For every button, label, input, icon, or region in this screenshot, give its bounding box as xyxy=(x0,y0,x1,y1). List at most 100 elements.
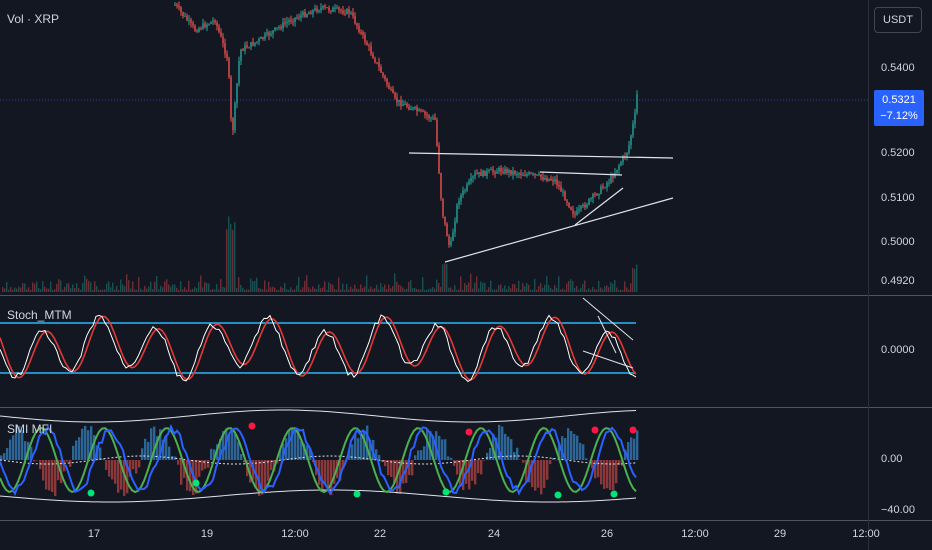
mfi-bar xyxy=(120,460,123,490)
volume-bar xyxy=(352,288,354,292)
candle-body xyxy=(610,175,612,183)
candle-body xyxy=(550,178,552,181)
stoch-mtm-chart xyxy=(0,297,637,383)
mfi-bar xyxy=(339,460,342,481)
volume-bar xyxy=(146,288,148,292)
candle-body xyxy=(204,23,206,28)
stoch-pane[interactable]: Stoch_MTM xyxy=(0,296,868,407)
volume-bar xyxy=(514,283,516,292)
volume-bar xyxy=(476,276,478,292)
candle-body xyxy=(278,26,280,28)
volume-bar xyxy=(36,281,38,292)
candle-body xyxy=(592,194,594,199)
mfi-bar xyxy=(375,449,378,460)
volume-bar xyxy=(46,288,48,292)
smi-sell-dot xyxy=(465,428,473,436)
volume-bar xyxy=(158,289,160,292)
candle-body xyxy=(490,169,492,171)
volume-bar xyxy=(226,229,228,292)
mfi-bar xyxy=(144,438,147,460)
candle-body xyxy=(378,62,380,68)
volume-bar xyxy=(222,286,224,292)
candle-body xyxy=(546,178,548,181)
volume-bar xyxy=(490,280,492,292)
volume-bar xyxy=(194,287,196,292)
price-axis[interactable] xyxy=(868,0,932,550)
volume-bar xyxy=(588,288,590,292)
volume-bar xyxy=(64,286,66,292)
smi-label: SMI MFI xyxy=(7,422,53,436)
volume-bar xyxy=(540,283,542,292)
candle-body xyxy=(502,171,504,174)
volume-bar xyxy=(564,289,566,292)
volume-bar xyxy=(148,286,150,292)
candle-body xyxy=(608,182,610,184)
mfi-bar xyxy=(174,456,177,460)
candle-body xyxy=(228,58,230,78)
candle-body xyxy=(302,12,304,16)
volume-bar xyxy=(524,286,526,292)
volume-bar xyxy=(166,279,168,292)
mfi-bar xyxy=(363,431,366,460)
smi-lower-band xyxy=(0,489,637,503)
candle-body xyxy=(352,12,354,16)
candle-body xyxy=(196,31,198,33)
volume-bar xyxy=(296,285,298,292)
pane-divider[interactable] xyxy=(0,295,932,296)
volume-bar xyxy=(10,286,12,292)
candle-body xyxy=(374,58,376,63)
volume-bar xyxy=(458,289,460,292)
volume-bar xyxy=(356,288,358,292)
volume-bar xyxy=(288,289,290,292)
mfi-bar xyxy=(570,431,573,460)
mfi-bar xyxy=(138,460,141,468)
volume-bar xyxy=(414,287,416,292)
mfi-bar xyxy=(399,460,402,494)
candle-body xyxy=(404,103,406,105)
volume-bar xyxy=(528,284,530,292)
candle-body xyxy=(586,204,588,208)
volume-bar xyxy=(184,287,186,292)
price-pane[interactable]: Vol · XRP xyxy=(0,0,868,295)
candle-body xyxy=(326,7,328,9)
volume-bar xyxy=(24,283,26,292)
volume-bar xyxy=(552,289,554,292)
mfi-bar xyxy=(270,460,273,471)
mfi-bar xyxy=(627,442,630,460)
volume-bar xyxy=(176,287,178,292)
candle-body xyxy=(548,178,550,181)
candle-body xyxy=(534,173,536,176)
volume-bar xyxy=(142,289,144,292)
mfi-bar xyxy=(618,460,621,465)
candle-body xyxy=(282,22,284,29)
volume-bar xyxy=(232,229,234,292)
mfi-bar xyxy=(291,427,294,460)
volume-bar xyxy=(124,286,126,292)
candle-body xyxy=(368,45,370,47)
last-price-tag: 0.5321 −7.12% xyxy=(874,90,924,126)
smi-pane[interactable]: SMI MFI xyxy=(0,408,868,520)
volume-bar xyxy=(382,287,384,292)
pane-divider[interactable] xyxy=(0,407,932,408)
volume-bar xyxy=(154,281,156,292)
mfi-bar xyxy=(471,460,474,481)
volume-bar xyxy=(38,288,40,292)
candle-body xyxy=(504,168,506,174)
candle-body xyxy=(400,100,402,106)
candle-body xyxy=(600,186,602,194)
volume-bar xyxy=(428,289,430,292)
candle-body xyxy=(620,162,622,166)
volume-bar xyxy=(160,285,162,292)
volume-bar xyxy=(122,284,124,292)
volume-bar xyxy=(56,283,58,292)
candle-body xyxy=(202,23,204,29)
currency-button[interactable]: USDT xyxy=(874,7,922,33)
mfi-bar xyxy=(543,460,546,488)
candle-body xyxy=(422,110,424,112)
price-chart[interactable] xyxy=(0,0,868,295)
time-label: 19 xyxy=(200,528,214,540)
volume-bar xyxy=(364,286,366,292)
time-axis[interactable] xyxy=(0,521,868,550)
candle-body xyxy=(452,232,454,241)
candle-body xyxy=(420,109,422,111)
